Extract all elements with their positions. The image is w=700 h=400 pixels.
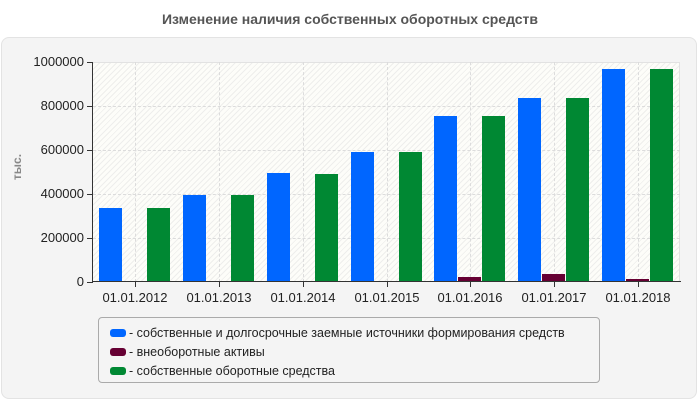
bar[interactable] <box>183 195 206 282</box>
gridline <box>93 106 680 107</box>
legend-item-noncurrent-assets[interactable]: - внеоборотные активы <box>110 342 599 361</box>
bar[interactable] <box>231 195 254 282</box>
x-tick <box>303 282 304 287</box>
bar[interactable] <box>99 208 122 282</box>
x-tick <box>638 282 639 287</box>
vertical-gridline <box>135 62 136 282</box>
bar[interactable] <box>267 173 290 282</box>
bar[interactable] <box>399 152 422 282</box>
legend-swatch-icon <box>110 328 126 337</box>
vertical-gridline <box>470 62 471 282</box>
y-tick <box>87 106 92 107</box>
gridline <box>93 238 680 239</box>
legend-item-working-capital[interactable]: - собственные оборотные средства <box>110 361 599 380</box>
x-axis <box>92 281 681 282</box>
y-tick-label: 1000000 <box>33 54 84 69</box>
bar[interactable] <box>458 277 481 282</box>
legend-label: - собственные и долгосрочные заемные ист… <box>129 325 565 340</box>
legend-swatch-icon <box>110 347 126 356</box>
vertical-gridline <box>638 62 639 282</box>
legend-label: - собственные оборотные средства <box>129 363 335 378</box>
x-tick-label: 01.01.2017 <box>521 290 587 305</box>
y-tick-label: 800000 <box>40 98 84 113</box>
x-tick-label: 01.01.2012 <box>102 290 168 305</box>
bar[interactable] <box>602 69 625 282</box>
x-tick-label: 01.01.2018 <box>605 290 671 305</box>
y-tick <box>87 150 92 151</box>
bar[interactable] <box>626 279 649 282</box>
y-tick <box>87 194 92 195</box>
bar[interactable] <box>351 152 374 282</box>
vertical-gridline <box>554 62 555 282</box>
legend-swatch-icon <box>110 366 126 375</box>
y-tick <box>87 62 92 63</box>
x-tick-label: 01.01.2016 <box>437 290 503 305</box>
legend: - собственные и долгосрочные заемные ист… <box>98 317 600 383</box>
bar[interactable] <box>650 69 673 282</box>
bar[interactable] <box>482 116 505 282</box>
y-tick-label: 0 <box>76 274 84 289</box>
bar[interactable] <box>566 98 589 282</box>
vertical-gridline <box>219 62 220 282</box>
x-tick-label: 01.01.2014 <box>270 290 336 305</box>
bar[interactable] <box>434 116 457 282</box>
bar[interactable] <box>542 274 565 282</box>
bar[interactable] <box>315 174 338 282</box>
bar[interactable] <box>147 208 170 282</box>
x-tick-label: 01.01.2015 <box>354 290 420 305</box>
y-tick <box>87 282 92 283</box>
y-axis-title: тыс. <box>10 153 25 181</box>
x-tick <box>387 282 388 287</box>
gridline <box>93 194 680 195</box>
legend-label: - внеоборотные активы <box>129 344 265 359</box>
bar[interactable] <box>518 98 541 282</box>
y-axis <box>92 62 93 283</box>
x-tick <box>219 282 220 287</box>
x-tick-label: 01.01.2013 <box>186 290 252 305</box>
gridline <box>93 150 680 151</box>
x-tick <box>135 282 136 287</box>
y-tick <box>87 238 92 239</box>
vertical-gridline <box>303 62 304 282</box>
y-tick-label: 600000 <box>40 142 84 157</box>
x-tick <box>554 282 555 287</box>
chart-title: Изменение наличия собственных оборотных … <box>161 11 539 27</box>
y-tick-label: 200000 <box>40 230 84 245</box>
legend-item-sources[interactable]: - собственные и долгосрочные заемные ист… <box>110 323 599 342</box>
vertical-gridline <box>387 62 388 282</box>
y-tick-label: 400000 <box>40 186 84 201</box>
x-tick <box>470 282 471 287</box>
